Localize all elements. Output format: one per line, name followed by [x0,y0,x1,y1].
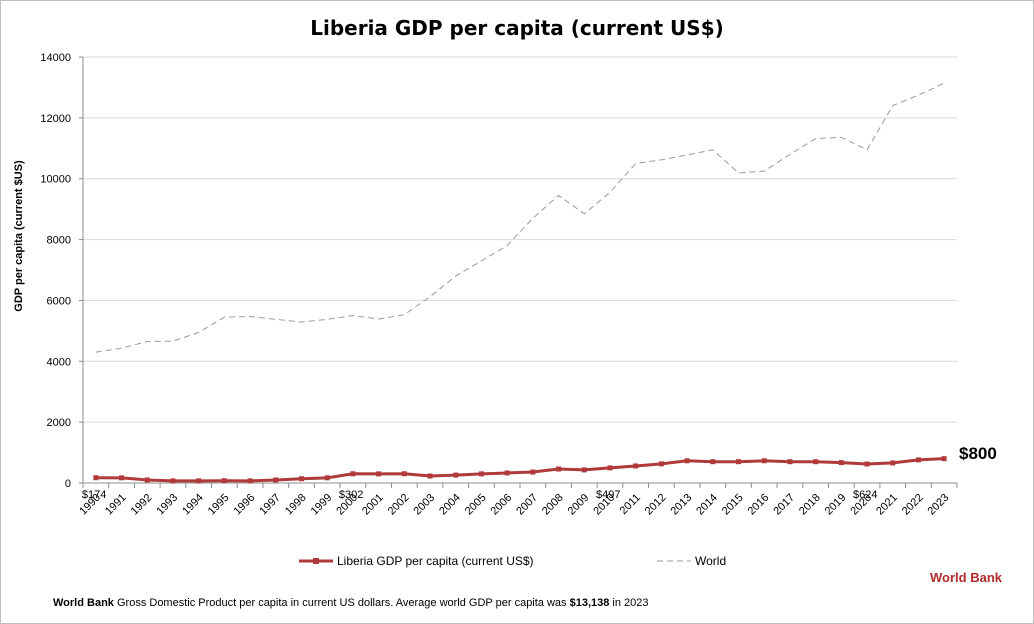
xtick-label-2013: 2013 [669,492,695,518]
point-liberia-2005 [478,471,484,477]
point-liberia-2019 [838,460,844,466]
point-liberia-2002 [401,471,407,477]
point-liberia-2010 [607,465,613,471]
ytick-label-8000: 8000 [47,235,71,247]
data-label-1990: $174 [82,489,106,501]
ytick-label-14000: 14000 [40,52,71,64]
footnote-source: World Bank [53,597,115,609]
legend: Liberia GDP per capita (current US$) Wor… [299,554,726,568]
end-value-label: $800 [959,444,997,463]
xtick-label-1992: 1992 [129,492,155,518]
xtick-label-1994: 1994 [180,492,206,518]
xtick-label-2011: 2011 [618,492,643,517]
ytick-label-10000: 10000 [40,174,71,186]
xtick-label-2021: 2021 [874,492,900,518]
point-liberia-2011 [633,463,639,469]
footnote-value: $13,138 [570,597,610,609]
xtick-label-2019: 2019 [823,492,849,518]
xtick-label-2014: 2014 [694,492,720,518]
point-liberia-1992 [144,477,150,483]
xtick-label-2001: 2001 [360,492,386,518]
y-axis-label: GDP per capita (current $US) [13,160,25,312]
point-liberia-2000 [350,471,356,477]
point-liberia-2021 [890,460,896,466]
chart-title: Liberia GDP per capita (current US$) [310,16,724,40]
ytick-label-6000: 6000 [47,295,71,307]
point-liberia-2022 [915,457,921,463]
x-axis: 1990 1991 1992 1993 1994 1995 1996 1997 1998 1999… [77,483,958,518]
point-liberia-1994 [196,478,202,484]
point-liberia-2001 [376,471,382,477]
point-liberia-1993 [170,478,176,484]
footnote-text: Gross Domestic Product per capita in cur… [114,597,570,609]
point-liberia-1999 [324,475,330,481]
gridlines [83,56,957,484]
xtick-label-2008: 2008 [540,492,566,518]
data-label-2000: $302 [339,489,363,501]
point-liberia-1997 [273,477,279,483]
xtick-label-2002: 2002 [386,492,412,518]
ytick-label-4000: 4000 [47,356,71,368]
xtick-label-1998: 1998 [283,492,309,518]
point-liberia-2004 [453,472,459,478]
xtick-label-2003: 2003 [411,492,437,518]
point-liberia-1991 [119,475,125,481]
point-liberia-2014 [710,459,716,465]
series-layer [93,82,947,484]
xtick-label-1996: 1996 [232,492,258,518]
point-liberia-2015 [736,459,741,465]
point-liberia-2012 [658,461,664,467]
point-liberia-2016 [761,458,767,464]
xtick-label-2006: 2006 [489,492,515,518]
ytick-label-0: 0 [65,478,71,490]
point-liberia-2013 [684,458,690,464]
point-liberia-1995 [221,478,227,484]
point-liberia-2018 [813,459,819,465]
xtick-label-1991: 1991 [103,492,129,518]
legend-label-world: World [695,554,726,568]
xtick-label-2022: 2022 [900,492,926,518]
point-liberia-1998 [299,476,304,482]
xtick-label-2017: 2017 [771,492,797,518]
xtick-label-1997: 1997 [257,492,283,518]
xtick-label-2015: 2015 [720,492,746,518]
point-liberia-2006 [504,470,510,476]
ytick-label-12000: 12000 [40,113,71,125]
xtick-label-2012: 2012 [643,492,669,518]
footnote: World Bank Gross Domestic Product per ca… [53,597,649,609]
xtick-label-1993: 1993 [154,492,180,518]
point-liberia-2007 [530,469,536,475]
xtick-label-2005: 2005 [463,492,489,518]
point-liberia-2008 [556,466,562,472]
data-labels: $174 $302 $497 $624 [82,489,878,501]
data-label-2020: $624 [853,489,877,501]
point-liberia-1990 [93,475,99,481]
data-label-2010: $497 [596,489,620,501]
xtick-label-2023: 2023 [926,492,952,518]
xtick-label-1995: 1995 [206,492,232,518]
brand-label: World Bank [930,570,1003,585]
ytick-label-2000: 2000 [47,417,71,429]
point-liberia-2020 [864,461,870,467]
legend-marker-liberia [313,558,319,564]
xtick-label-2009: 2009 [566,492,592,518]
legend-label-liberia: Liberia GDP per capita (current US$) [337,554,534,568]
xtick-label-2004: 2004 [437,492,463,518]
series-line-world [95,82,945,353]
xtick-label-2016: 2016 [746,492,772,518]
xtick-label-2007: 2007 [514,492,540,518]
point-liberia-2017 [787,459,793,465]
point-liberia-2003 [427,473,433,479]
point-liberia-1996 [247,478,253,484]
y-axis-ticks: 0 2000 4000 6000 8000 10000 12000 14000 [40,52,84,490]
xtick-label-2018: 2018 [797,492,823,518]
series-line-liberia [95,457,945,483]
point-liberia-2009 [581,467,587,473]
xtick-label-1999: 1999 [309,492,335,518]
point-liberia-2023 [941,456,947,462]
footnote-text-end: in 2023 [609,597,648,609]
